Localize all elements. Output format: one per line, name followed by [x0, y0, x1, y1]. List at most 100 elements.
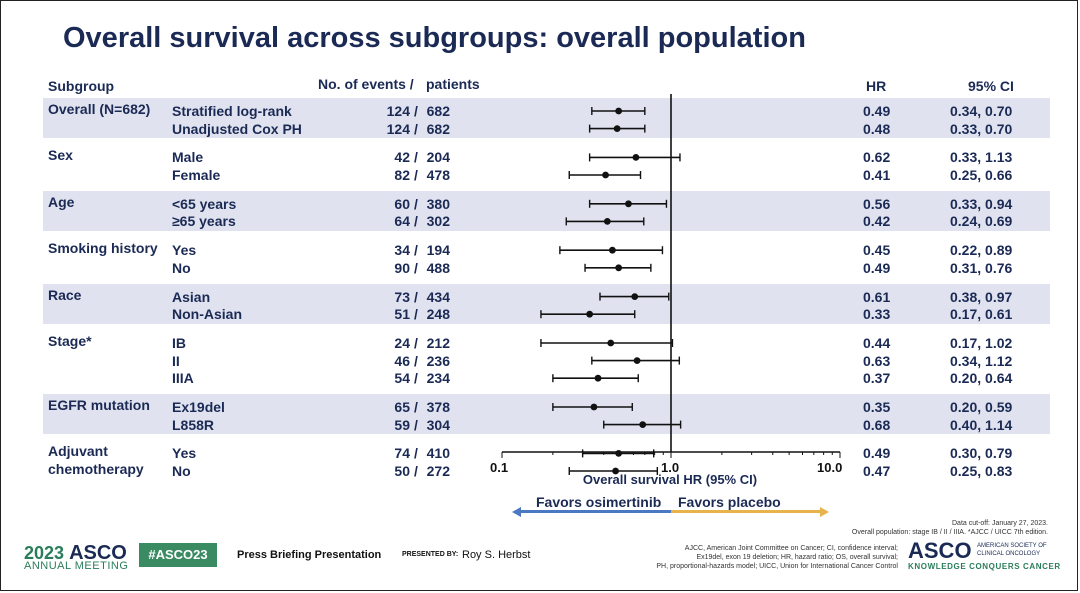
asco-meeting-logo: 2023 ASCO — [24, 542, 127, 565]
row-label: Asian — [172, 288, 211, 305]
favors-right-label: Favors placebo — [678, 494, 781, 510]
presented-by-label: PRESENTED BY: — [402, 551, 459, 558]
events-value: 50 — [394, 463, 410, 479]
hr-value: 0.37 — [863, 370, 891, 387]
separator: / — [414, 306, 418, 323]
x-tick-label: 1.0 — [661, 460, 680, 475]
row-label: IIIA — [172, 370, 194, 387]
asco-year: 2023 — [24, 543, 65, 563]
header-subgroup: Subgroup — [48, 78, 115, 94]
events-value: 73 — [394, 288, 410, 305]
hashtag-badge: #ASCO23 — [139, 543, 217, 567]
ci-value: 0.17, 0.61 — [950, 306, 1013, 323]
arrow-right-icon — [820, 507, 829, 517]
separator: / — [414, 242, 418, 259]
hr-point — [607, 339, 615, 347]
ci-value: 0.38, 0.97 — [950, 288, 1013, 305]
hr-value: 0.45 — [863, 242, 891, 259]
events-value: 124 — [386, 103, 410, 119]
hr-point — [612, 467, 619, 475]
separator: / — [414, 120, 418, 137]
ci-value: 0.22, 0.89 — [950, 242, 1013, 259]
separator: / — [414, 288, 418, 305]
hr-point — [608, 246, 616, 254]
separator: / — [414, 335, 418, 351]
row-label: <65 years — [172, 195, 237, 212]
patients-value: 410 — [426, 445, 450, 462]
row-label: Male — [172, 149, 204, 166]
hr-point — [633, 357, 641, 364]
row-label: Non-Asian — [172, 306, 242, 323]
patients-value: 434 — [426, 288, 450, 305]
hr-point — [615, 264, 623, 272]
row-label: Yes — [172, 242, 197, 259]
x-tick-label: 10.0 — [817, 460, 843, 475]
group-band — [43, 98, 1050, 139]
hr-point — [625, 200, 632, 208]
patients-value: 194 — [426, 242, 450, 259]
slide-title: Overall survival across subgroups: overa… — [63, 22, 806, 54]
patients-value: 378 — [426, 399, 450, 415]
group-label: EGFR mutation — [48, 397, 150, 413]
patients-value: 236 — [426, 352, 450, 369]
ci-value: 0.25, 0.66 — [950, 167, 1013, 183]
asco-society-logo: ASCO — [908, 538, 972, 563]
ci-value: 0.33, 0.94 — [950, 195, 1013, 212]
patients-value: 234 — [426, 370, 450, 387]
events-value: 34 — [394, 242, 410, 259]
ci-value: 0.20, 0.59 — [950, 399, 1013, 415]
patients-value: 302 — [426, 213, 450, 230]
separator: / — [414, 416, 418, 433]
patients-value: 682 — [426, 120, 450, 137]
group-band — [43, 283, 1050, 324]
header-patients: patients — [426, 76, 480, 92]
press-briefing-label: Press Briefing Presentation — [237, 549, 382, 561]
hr-value: 0.62 — [863, 149, 891, 166]
abbreviations-line-1: AJCC, American Joint Committee on Cancer… — [684, 545, 898, 552]
header-events: No. of events / — [318, 76, 414, 92]
ci-value: 0.33, 0.70 — [950, 120, 1013, 137]
separator: / — [414, 195, 418, 212]
patients-value: 478 — [426, 167, 450, 183]
patients-value: 248 — [426, 306, 450, 323]
separator: / — [414, 445, 418, 462]
ci-value: 0.31, 0.76 — [950, 259, 1013, 276]
events-value: 46 — [394, 352, 410, 369]
patients-value: 380 — [426, 195, 450, 212]
asco-society-name: AMERICAN SOCIETY OF CLINICAL ONCOLOGY — [977, 542, 1047, 558]
group-label: Overall (N=682) — [48, 101, 151, 117]
ci-value: 0.20, 0.64 — [950, 370, 1013, 387]
events-value: 65 — [394, 399, 410, 415]
separator: / — [414, 352, 418, 369]
hr-point — [602, 171, 609, 179]
group-label: Smoking history — [48, 240, 158, 257]
group-label: Race — [48, 286, 82, 303]
hr-point — [631, 293, 639, 300]
row-label: Yes — [172, 445, 197, 462]
hr-point — [590, 403, 598, 411]
events-value: 90 — [394, 259, 410, 276]
hr-value: 0.49 — [863, 103, 891, 119]
ci-value: 0.34, 1.12 — [950, 352, 1013, 369]
row-label: No — [172, 259, 191, 276]
row-label: Ex19del — [172, 399, 225, 415]
abbreviations-line-2: Ex19del, exon 19 deletion; HR, hazard ra… — [696, 554, 898, 561]
events-value: 54 — [394, 370, 410, 387]
separator: / — [414, 370, 418, 387]
ci-value: 0.25, 0.83 — [950, 463, 1013, 479]
hr-value: 0.63 — [863, 352, 891, 369]
hr-point — [603, 218, 611, 225]
hr-point — [615, 450, 623, 457]
separator: / — [414, 213, 418, 230]
group-band — [43, 190, 1050, 231]
hr-value: 0.61 — [863, 288, 891, 305]
patients-value: 272 — [426, 463, 450, 479]
row-label: Female — [172, 167, 221, 183]
separator: / — [414, 399, 418, 415]
arrow-left-icon — [512, 507, 521, 517]
header-ci: 95% CI — [968, 78, 1014, 94]
separator: / — [414, 103, 418, 119]
patients-value: 212 — [426, 335, 450, 351]
hr-point — [594, 374, 602, 382]
